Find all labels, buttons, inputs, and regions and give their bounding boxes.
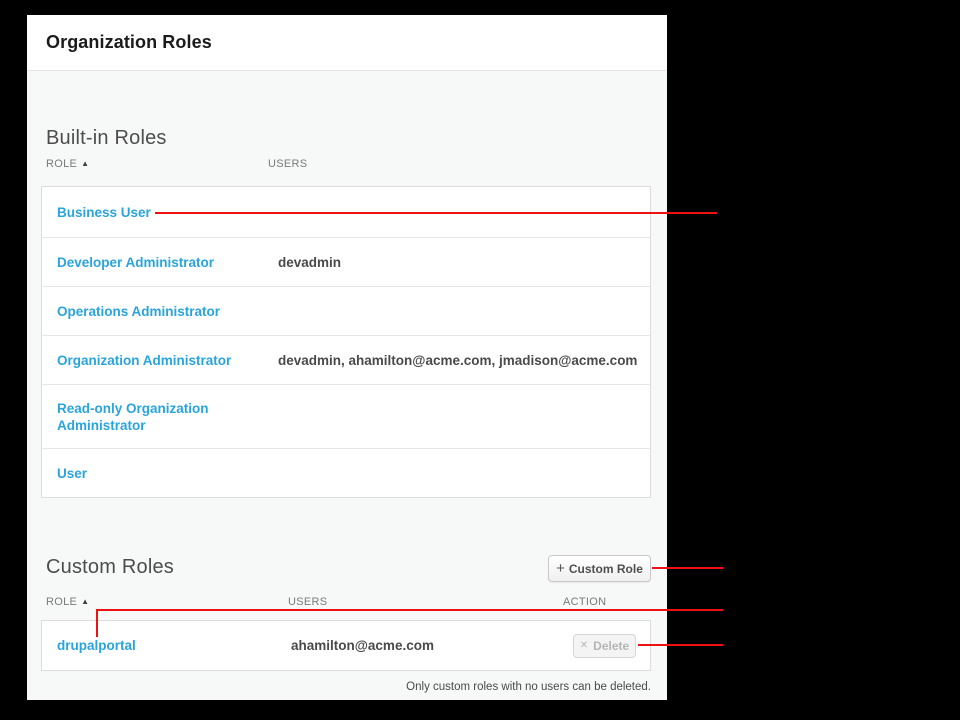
annotation-line-drupalportal-horizontal <box>96 609 723 611</box>
panel-header: Organization Roles <box>27 15 667 71</box>
column-header-role[interactable]: ROLE ▲ <box>46 158 89 170</box>
add-custom-role-button[interactable]: + Custom Role <box>548 555 651 582</box>
delete-button[interactable]: ✕ Delete <box>573 633 636 658</box>
sort-ascending-icon: ▲ <box>81 597 90 606</box>
annotation-line-drupalportal-vertical <box>96 609 98 637</box>
column-header-users[interactable]: USERS <box>268 158 308 170</box>
annotation-line-business-user <box>155 212 717 214</box>
role-users: devadmin, ahamilton@acme.com, jmadison@a… <box>278 352 638 368</box>
custom-roles-footnote: Only custom roles with no users can be d… <box>406 681 651 693</box>
page-title: Organization Roles <box>46 32 212 52</box>
sort-ascending-icon: ▲ <box>81 159 90 168</box>
organization-roles-panel: Organization Roles Built-in Roles ROLE ▲ … <box>27 15 667 700</box>
role-link-user[interactable]: User <box>57 465 88 481</box>
close-icon: ✕ <box>579 639 589 651</box>
role-link-operations-administrator[interactable]: Operations Administrator <box>57 303 221 319</box>
column-header-users[interactable]: USERS <box>288 596 328 608</box>
table-row: drupalportal ahamilton@acme.com ✕ Delete <box>42 621 650 670</box>
builtin-column-headers: ROLE ▲ USERS <box>46 158 651 172</box>
custom-roles-table: drupalportal ahamilton@acme.com ✕ Delete <box>41 620 651 671</box>
column-header-role[interactable]: ROLE ▲ <box>46 596 89 608</box>
table-row: Organization Administrator devadmin, aha… <box>42 335 650 384</box>
column-header-role-label: ROLE <box>46 158 78 170</box>
role-users: ahamilton@acme.com <box>291 638 434 653</box>
builtin-roles-table: Business User Developer Administrator de… <box>41 186 651 498</box>
delete-button-label: Delete <box>593 638 630 653</box>
custom-column-headers: ROLE ▲ USERS ACTION <box>46 596 651 610</box>
annotation-line-custom-role-button <box>652 567 723 569</box>
table-row: Operations Administrator <box>42 286 650 335</box>
table-row: User <box>42 448 650 497</box>
table-row: Business User <box>42 187 650 237</box>
table-row: Developer Administrator devadmin <box>42 237 650 286</box>
annotation-line-delete-button <box>638 644 723 646</box>
custom-roles-heading: Custom Roles <box>46 556 174 578</box>
column-header-role-label: ROLE <box>46 596 78 608</box>
column-header-action: ACTION <box>563 596 607 608</box>
role-link-readonly-organization-administrator[interactable]: Read-only Organization Administrator <box>57 400 209 433</box>
builtin-roles-heading: Built-in Roles <box>46 127 167 149</box>
add-custom-role-button-label: Custom Role <box>568 561 643 576</box>
plus-icon: + <box>556 560 565 577</box>
role-link-business-user[interactable]: Business User <box>57 204 151 220</box>
role-link-drupalportal[interactable]: drupalportal <box>57 638 136 653</box>
role-link-developer-administrator[interactable]: Developer Administrator <box>57 254 215 270</box>
role-link-organization-administrator[interactable]: Organization Administrator <box>57 352 232 368</box>
table-row: Read-only Organization Administrator <box>42 384 650 448</box>
role-users: devadmin <box>278 254 342 270</box>
